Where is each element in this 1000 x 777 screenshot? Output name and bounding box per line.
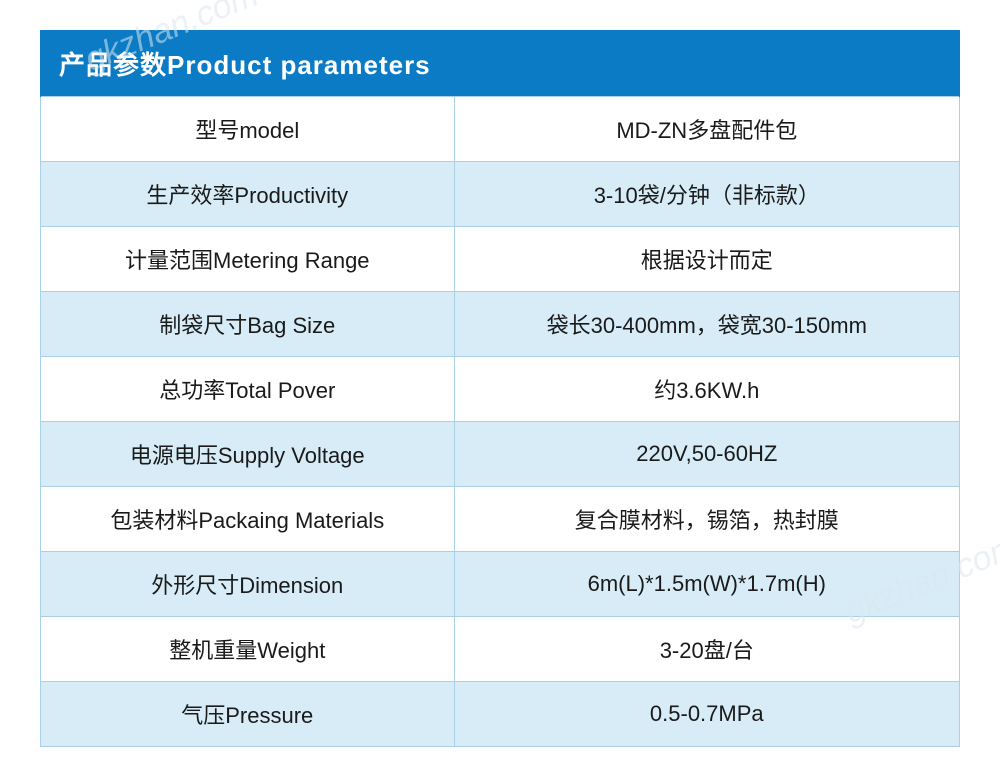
- param-label: 气压Pressure: [41, 682, 455, 747]
- param-label: 总功率Total Pover: [41, 357, 455, 422]
- param-label: 包装材料Packaing Materials: [41, 487, 455, 552]
- param-value: MD-ZN多盘配件包: [454, 97, 959, 162]
- table-row: 计量范围Metering Range根据设计而定: [41, 227, 960, 292]
- table-row: 气压Pressure0.5-0.7MPa: [41, 682, 960, 747]
- table-row: 外形尺寸Dimension6m(L)*1.5m(W)*1.7m(H): [41, 552, 960, 617]
- table-row: 制袋尺寸Bag Size袋长30-400mm，袋宽30-150mm: [41, 292, 960, 357]
- table-row: 总功率Total Pover约3.6KW.h: [41, 357, 960, 422]
- param-label: 制袋尺寸Bag Size: [41, 292, 455, 357]
- param-value: 复合膜材料，锡箔，热封膜: [454, 487, 959, 552]
- param-value: 根据设计而定: [454, 227, 959, 292]
- param-value: 220V,50-60HZ: [454, 422, 959, 487]
- param-label: 型号model: [41, 97, 455, 162]
- param-value: 6m(L)*1.5m(W)*1.7m(H): [454, 552, 959, 617]
- param-label: 电源电压Supply Voltage: [41, 422, 455, 487]
- param-label: 整机重量Weight: [41, 617, 455, 682]
- table-header: 产品参数Product parameters: [41, 31, 960, 97]
- table-row: 整机重量Weight3-20盘/台: [41, 617, 960, 682]
- param-value: 3-10袋/分钟（非标款）: [454, 162, 959, 227]
- param-value: 3-20盘/台: [454, 617, 959, 682]
- page-container: 产品参数Product parameters型号modelMD-ZN多盘配件包生…: [0, 0, 1000, 777]
- param-label: 外形尺寸Dimension: [41, 552, 455, 617]
- param-label: 计量范围Metering Range: [41, 227, 455, 292]
- table-row: 电源电压Supply Voltage220V,50-60HZ: [41, 422, 960, 487]
- product-parameters-table: 产品参数Product parameters型号modelMD-ZN多盘配件包生…: [40, 30, 960, 747]
- table-row: 包装材料Packaing Materials复合膜材料，锡箔，热封膜: [41, 487, 960, 552]
- param-value: 0.5-0.7MPa: [454, 682, 959, 747]
- param-value: 约3.6KW.h: [454, 357, 959, 422]
- table-row: 生产效率Productivity3-10袋/分钟（非标款）: [41, 162, 960, 227]
- param-label: 生产效率Productivity: [41, 162, 455, 227]
- table-row: 型号modelMD-ZN多盘配件包: [41, 97, 960, 162]
- param-value: 袋长30-400mm，袋宽30-150mm: [454, 292, 959, 357]
